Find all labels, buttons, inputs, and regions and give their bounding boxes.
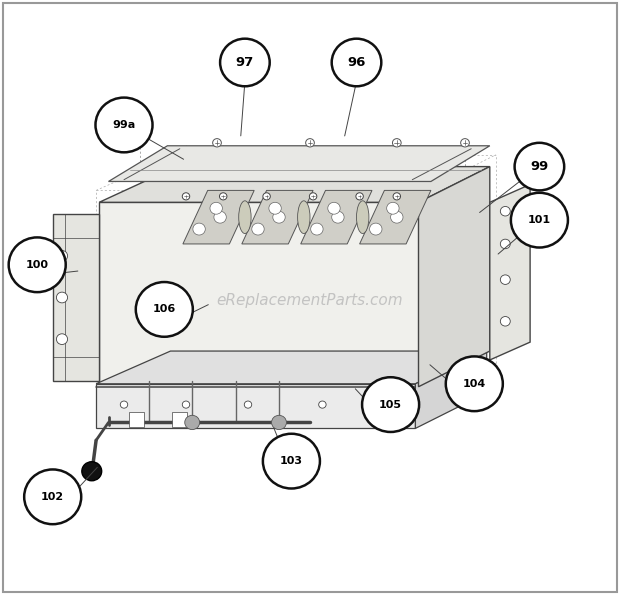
Polygon shape — [96, 351, 487, 384]
Circle shape — [461, 139, 469, 147]
Circle shape — [24, 469, 81, 524]
Circle shape — [362, 377, 419, 432]
Circle shape — [309, 193, 317, 200]
Circle shape — [387, 202, 399, 214]
Circle shape — [263, 434, 320, 488]
Circle shape — [135, 139, 144, 147]
Circle shape — [328, 202, 340, 214]
Text: 104: 104 — [463, 379, 486, 389]
Circle shape — [136, 282, 193, 337]
Circle shape — [332, 39, 381, 86]
Text: 100: 100 — [25, 260, 49, 270]
Circle shape — [272, 415, 286, 430]
Text: 102: 102 — [41, 492, 64, 502]
Circle shape — [370, 223, 382, 235]
Polygon shape — [301, 190, 372, 244]
Circle shape — [213, 139, 221, 147]
Circle shape — [391, 211, 403, 223]
Text: eReplacementParts.com: eReplacementParts.com — [216, 293, 404, 308]
Text: 99: 99 — [530, 160, 549, 173]
Polygon shape — [108, 146, 490, 181]
Text: 99a: 99a — [112, 120, 136, 130]
Ellipse shape — [298, 201, 310, 234]
Polygon shape — [99, 202, 418, 387]
Polygon shape — [53, 214, 99, 381]
Text: 96: 96 — [347, 56, 366, 69]
Circle shape — [56, 250, 68, 261]
Polygon shape — [415, 351, 487, 428]
Circle shape — [356, 193, 363, 200]
Bar — [129, 412, 144, 427]
Circle shape — [193, 223, 205, 235]
Circle shape — [182, 401, 190, 408]
Circle shape — [210, 202, 223, 214]
Circle shape — [82, 462, 102, 481]
Text: 103: 103 — [280, 456, 303, 466]
Circle shape — [269, 202, 281, 214]
Circle shape — [319, 401, 326, 408]
Circle shape — [500, 206, 510, 216]
Circle shape — [500, 317, 510, 326]
Circle shape — [393, 193, 401, 200]
Circle shape — [263, 193, 270, 200]
Circle shape — [9, 237, 66, 292]
Polygon shape — [490, 184, 530, 360]
Circle shape — [368, 401, 376, 408]
Circle shape — [244, 401, 252, 408]
Circle shape — [500, 275, 510, 284]
Circle shape — [56, 292, 68, 303]
Bar — [172, 412, 187, 427]
Ellipse shape — [239, 201, 251, 234]
Circle shape — [220, 39, 270, 86]
Text: 106: 106 — [153, 305, 176, 314]
Circle shape — [392, 139, 401, 147]
Circle shape — [500, 239, 510, 249]
Polygon shape — [360, 190, 431, 244]
Circle shape — [306, 139, 314, 147]
Polygon shape — [183, 190, 254, 244]
Polygon shape — [96, 384, 415, 428]
Polygon shape — [99, 167, 490, 202]
Circle shape — [511, 193, 568, 248]
Circle shape — [214, 211, 226, 223]
Circle shape — [446, 356, 503, 411]
Text: 101: 101 — [528, 215, 551, 225]
Circle shape — [185, 415, 200, 430]
Ellipse shape — [356, 201, 369, 234]
Circle shape — [515, 143, 564, 190]
Circle shape — [252, 223, 264, 235]
Circle shape — [182, 193, 190, 200]
Polygon shape — [242, 190, 313, 244]
Circle shape — [219, 193, 227, 200]
Polygon shape — [418, 167, 490, 387]
Circle shape — [56, 334, 68, 345]
Text: 105: 105 — [379, 400, 402, 409]
Circle shape — [332, 211, 344, 223]
Circle shape — [120, 401, 128, 408]
Circle shape — [95, 98, 153, 152]
Text: 97: 97 — [236, 56, 254, 69]
Circle shape — [311, 223, 323, 235]
Circle shape — [273, 211, 285, 223]
